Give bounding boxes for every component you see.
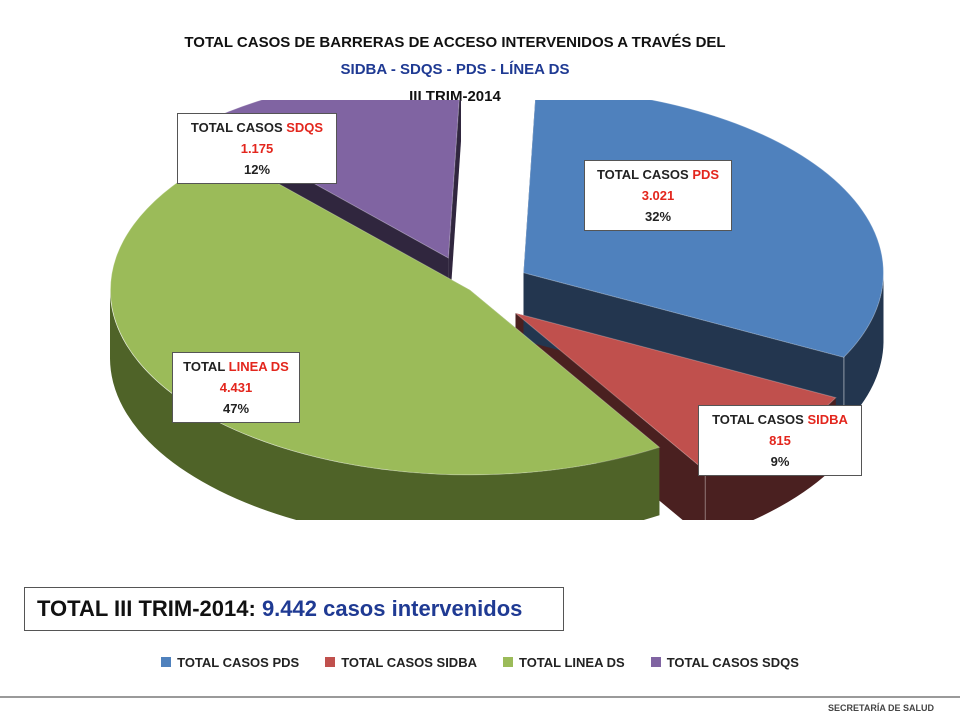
chart-title-line2: SIDBA - SDQS - PDS - LÍNEA DS — [340, 61, 570, 78]
legend-item-sdqs: TOTAL CASOS SDQS — [650, 652, 799, 672]
slice-label-pds: TOTAL CASOS PDS 3.021 32% — [584, 160, 732, 231]
slice-label-prefix: TOTAL CASOS — [190, 120, 283, 135]
total-label: TOTAL III TRIM-2014: — [37, 596, 256, 621]
chart-legend: TOTAL CASOS PDS TOTAL CASOS SIDBA TOTAL … — [0, 652, 960, 672]
total-summary: TOTAL III TRIM-2014: 9.442 casos interve… — [24, 587, 564, 631]
slice-percent: 9% — [770, 454, 790, 469]
legend-item-linea-ds: TOTAL LINEA DS — [502, 652, 625, 672]
legend-item-pds: TOTAL CASOS PDS — [161, 652, 299, 672]
total-value: 9.442 casos intervenidos — [261, 596, 523, 621]
slice-label-sdqs: TOTAL CASOS SDQS 1.175 12% — [177, 113, 337, 184]
legend-swatch — [161, 657, 172, 667]
slice-side-total-casos-pds — [844, 274, 884, 425]
slice-label-prefix: TOTAL CASOS — [596, 167, 689, 182]
slice-label-key: SIDBA — [807, 412, 848, 427]
legend-label: TOTAL CASOS SDQS — [666, 654, 799, 670]
slice-value: 815 — [769, 433, 791, 448]
slice-label-sidba: TOTAL CASOS SIDBA 815 9% — [698, 405, 862, 476]
slice-percent: 32% — [644, 209, 672, 224]
chart-title-line1: TOTAL CASOS DE BARRERAS DE ACCESO INTERV… — [184, 34, 726, 51]
slice-percent: 47% — [222, 401, 250, 416]
legend-item-sidba: TOTAL CASOS SIDBA — [325, 652, 477, 672]
slice-label-prefix: TOTAL — [183, 359, 226, 374]
legend-label: TOTAL LINEA DS — [518, 654, 625, 670]
slice-edge-total-casos-sdqs-1 — [448, 100, 461, 326]
legend-swatch — [502, 657, 513, 667]
footer-text: SECRETARÍA DE SALUD — [827, 703, 934, 713]
slice-value: 1.175 — [240, 141, 274, 156]
slice-value: 3.021 — [641, 188, 675, 203]
slice-percent: 12% — [243, 162, 271, 177]
slice-label-linea-ds: TOTAL LINEA DS 4.431 47% — [172, 352, 300, 423]
legend-swatch — [325, 657, 336, 667]
legend-label: TOTAL CASOS PDS — [177, 654, 300, 670]
legend-swatch — [650, 657, 661, 667]
slice-label-key: LINEA DS — [228, 359, 289, 374]
slice-label-key: SDQS — [286, 120, 324, 135]
slice-side-total-linea-ds — [110, 290, 660, 520]
footer-divider — [0, 696, 960, 698]
slice-label-prefix: TOTAL CASOS — [712, 412, 804, 427]
legend-label: TOTAL CASOS SIDBA — [341, 654, 477, 670]
slice-label-key: PDS — [692, 167, 720, 182]
slice-value: 4.431 — [219, 380, 253, 395]
